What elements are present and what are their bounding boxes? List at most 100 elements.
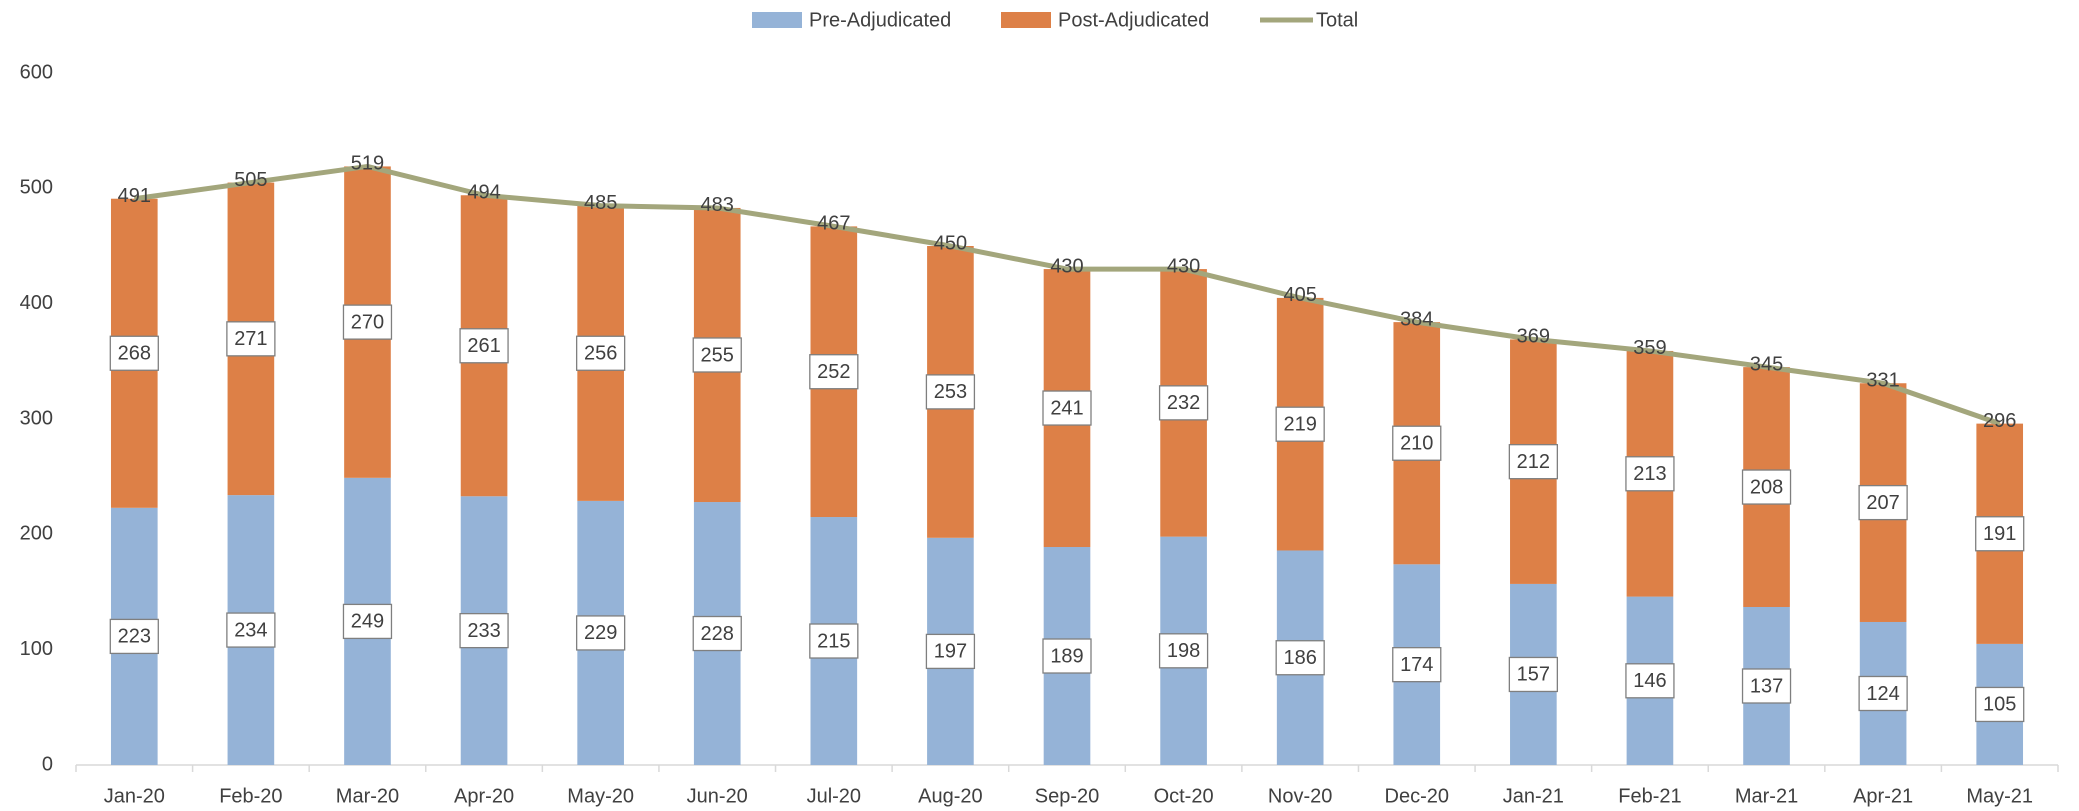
y-tick-label: 200	[20, 523, 53, 545]
y-tick-label: 500	[20, 177, 53, 199]
legend-label: Post-Adjudicated	[1058, 9, 1209, 31]
data-label-box	[1275, 640, 1325, 676]
data-label-box	[1625, 456, 1675, 492]
data-label-box	[1741, 469, 1792, 505]
data-label: 213	[1633, 463, 1666, 485]
data-label: 229	[584, 622, 617, 644]
total-line	[133, 163, 2001, 426]
legend-swatch	[1001, 12, 1051, 28]
data-label: 256	[584, 343, 617, 365]
data-label-box	[109, 335, 159, 371]
data-label-box	[1858, 484, 1908, 521]
x-tick-label: May-20	[567, 785, 634, 807]
data-label: 241	[1050, 397, 1083, 419]
x-tick-label: May-21	[1966, 785, 2033, 807]
total-label: 331	[1866, 370, 1899, 392]
data-label: 124	[1866, 683, 1899, 705]
x-tick-label: Jan-21	[1503, 785, 1564, 807]
total-label: 345	[1750, 353, 1783, 375]
x-tick-label: Mar-21	[1735, 785, 1798, 807]
data-label-box	[1508, 444, 1559, 480]
data-label-box	[1741, 668, 1792, 704]
data-label-box	[692, 615, 742, 652]
total-label: 494	[467, 182, 500, 204]
total-label: 384	[1400, 308, 1433, 330]
data-label-box	[575, 335, 626, 371]
data-label-box	[109, 618, 159, 655]
data-label-box	[1042, 390, 1092, 426]
data-label: 174	[1400, 654, 1433, 676]
total-label: 430	[1167, 255, 1200, 277]
total-label: 467	[817, 213, 850, 235]
data-label-box	[342, 304, 393, 340]
total-label: 483	[701, 194, 734, 216]
data-label: 223	[118, 626, 151, 648]
x-tick-label: Mar-20	[336, 785, 399, 807]
x-tick-label: Dec-20	[1385, 785, 1449, 807]
legend-label: Total	[1316, 9, 1358, 31]
data-label-box	[226, 612, 276, 648]
data-label-box	[459, 612, 509, 649]
total-label: 369	[1517, 326, 1550, 348]
total-label: 505	[234, 169, 267, 191]
data-label: 255	[701, 344, 734, 366]
x-tick-label: Jan-20	[104, 785, 165, 807]
x-tick-label: Aug-20	[918, 785, 983, 807]
data-label: 197	[934, 641, 967, 663]
data-label-box	[925, 374, 976, 410]
data-label-box	[459, 328, 509, 364]
data-label-box	[226, 321, 276, 357]
data-label: 270	[351, 311, 384, 333]
total-label: 296	[1983, 410, 2016, 432]
data-label-box	[1975, 686, 2025, 723]
y-tick-label: 300	[20, 407, 53, 429]
x-tick-label: Apr-21	[1853, 785, 1913, 807]
data-label: 253	[934, 381, 967, 403]
data-label-box	[1625, 663, 1675, 699]
data-label: 252	[817, 361, 850, 383]
data-label: 137	[1750, 675, 1783, 697]
y-tick-label: 0	[42, 753, 53, 775]
x-tick-label: Jul-20	[807, 785, 861, 807]
total-label: 491	[118, 185, 151, 207]
data-label-box	[1275, 406, 1325, 442]
data-label-box	[692, 337, 742, 373]
data-label-box	[1158, 633, 1209, 669]
total-label: 430	[1050, 255, 1083, 277]
data-label-box	[575, 615, 626, 651]
data-label: 232	[1167, 392, 1200, 414]
x-tick-label: Apr-20	[454, 785, 514, 807]
x-tick-label: Jun-20	[687, 785, 748, 807]
data-label-box	[1392, 647, 1442, 683]
data-label: 212	[1517, 451, 1550, 473]
data-label: 191	[1983, 523, 2016, 545]
legend-label: Pre-Adjudicated	[809, 9, 951, 31]
data-label: 228	[701, 623, 734, 645]
data-label-box	[1508, 656, 1559, 693]
x-tick-label: Nov-20	[1268, 785, 1332, 807]
total-label: 485	[584, 192, 617, 214]
data-label-box	[1858, 675, 1908, 712]
data-label-box	[1392, 425, 1442, 461]
data-label: 146	[1633, 670, 1666, 692]
total-label: 405	[1283, 284, 1316, 306]
legend-swatch	[752, 12, 802, 28]
total-label: 450	[934, 232, 967, 254]
data-label: 215	[817, 630, 850, 652]
data-label: 157	[1517, 664, 1550, 686]
data-label: 198	[1167, 640, 1200, 662]
data-label: 261	[467, 335, 500, 357]
data-label: 189	[1050, 645, 1083, 667]
x-tick-label: Feb-20	[219, 785, 282, 807]
data-label: 233	[467, 620, 500, 642]
data-label: 219	[1283, 413, 1316, 435]
total-label: 519	[351, 153, 384, 175]
data-label: 271	[234, 328, 267, 350]
data-label: 268	[118, 343, 151, 365]
data-label: 186	[1283, 647, 1316, 669]
y-tick-label: 600	[20, 61, 53, 83]
y-tick-label: 400	[20, 292, 53, 314]
x-tick-label: Oct-20	[1154, 785, 1214, 807]
data-label: 234	[234, 619, 267, 641]
